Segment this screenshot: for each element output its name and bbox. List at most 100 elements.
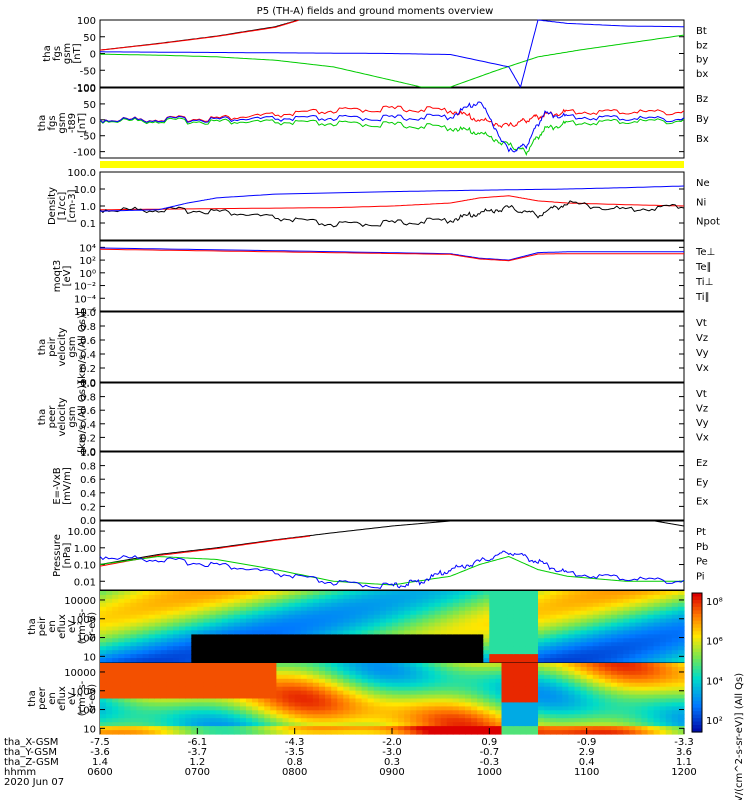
heat-cell [300, 630, 308, 635]
heat-cell [142, 638, 150, 643]
heat-cell [434, 638, 442, 643]
heat-cell [349, 726, 357, 731]
heat-cell [215, 722, 223, 727]
heat-cell [288, 614, 296, 620]
heat-cell [300, 663, 308, 668]
heat-cell [398, 670, 405, 676]
heat-cell [604, 630, 612, 635]
heat-cell [416, 718, 423, 723]
heat-cell [562, 682, 569, 688]
heat-cell [373, 694, 381, 700]
heat-cell [227, 658, 235, 663]
heat-cell [331, 702, 338, 707]
heat-cell [495, 698, 503, 703]
heat-cell [319, 654, 326, 659]
heat-cell [519, 634, 527, 639]
heat-cell [270, 663, 277, 668]
heat-cell [446, 638, 454, 643]
heat-cell [191, 674, 198, 680]
y-tick-label: 0.6 [80, 406, 96, 417]
heat-cell [598, 614, 606, 620]
heat-cell [160, 686, 168, 692]
heat-cell [264, 614, 271, 620]
heat-cell [598, 654, 606, 659]
heat-cell [246, 654, 253, 659]
heat-cell [136, 698, 144, 703]
heat-cell [611, 706, 618, 711]
y-label-line: [nT] [77, 113, 88, 133]
heat-cell [617, 642, 624, 647]
heat-cell [398, 718, 405, 723]
heat-cell [294, 718, 302, 723]
heat-cell [100, 722, 107, 727]
heat-cell [665, 610, 673, 616]
heat-cell [233, 622, 241, 628]
heat-cell [191, 714, 198, 719]
heat-cell [142, 730, 150, 735]
heat-cell [562, 706, 569, 711]
heat-cell [233, 634, 241, 639]
heat-cell [379, 706, 387, 711]
heat-cell [623, 626, 630, 631]
heat-cell [677, 630, 685, 635]
heat-cell [611, 594, 618, 600]
legend-Bx: Bx [696, 134, 709, 145]
heat-cell [154, 634, 162, 639]
heat-cell [556, 602, 563, 608]
heat-cell [398, 722, 405, 727]
heat-cell [185, 606, 192, 612]
heat-cell [592, 591, 600, 596]
heat-cell [398, 618, 405, 624]
heat-cell [483, 694, 490, 700]
heat-cell [531, 710, 539, 715]
colorbar-cell [692, 707, 702, 712]
heat-cell [659, 726, 667, 731]
heat-cell [416, 702, 423, 707]
heat-cell [465, 694, 472, 700]
heat-cell [173, 714, 180, 719]
heat-cell [355, 626, 363, 631]
colorbar-cell [692, 725, 702, 730]
heat-cell [519, 654, 527, 659]
heat-cell [556, 663, 563, 668]
heat-cell [130, 634, 138, 639]
heat-cell [483, 618, 490, 624]
heat-cell [422, 694, 430, 700]
heat-cell [483, 614, 490, 620]
heat-cell [349, 642, 357, 647]
heat-cell [385, 674, 393, 680]
heat-cell [136, 634, 144, 639]
heat-cell [465, 658, 472, 663]
heat-cell [641, 606, 649, 612]
heat-cell [294, 591, 302, 596]
legend-Pe: Pe [696, 557, 708, 568]
heat-cell [215, 666, 223, 672]
heat-cell [556, 706, 563, 711]
heat-cell [252, 642, 259, 647]
heat-cell [398, 678, 405, 684]
heat-cell [592, 594, 600, 600]
heat-cell [671, 622, 679, 628]
heat-cell [604, 686, 612, 692]
heat-cell [507, 663, 515, 668]
heat-cell [604, 654, 612, 659]
heat-cell [112, 654, 119, 659]
heat-cell [653, 714, 661, 719]
heat-cell [325, 634, 332, 639]
heat-cell [337, 666, 344, 672]
heat-cell [416, 698, 423, 703]
heat-cell [215, 670, 223, 676]
heat-cell [239, 678, 247, 684]
heat-cell [166, 678, 174, 684]
heat-cell [355, 594, 363, 600]
heat-cell [531, 722, 539, 727]
heat-cell [264, 726, 271, 731]
heat-cell [233, 674, 241, 680]
heat-cell [282, 638, 290, 643]
heat-cell [495, 610, 503, 616]
heat-cell [489, 714, 496, 719]
heat-cell [264, 591, 271, 596]
legend-Vy: Vy [696, 418, 709, 429]
heat-cell [556, 606, 563, 612]
heat-cell [215, 674, 223, 680]
